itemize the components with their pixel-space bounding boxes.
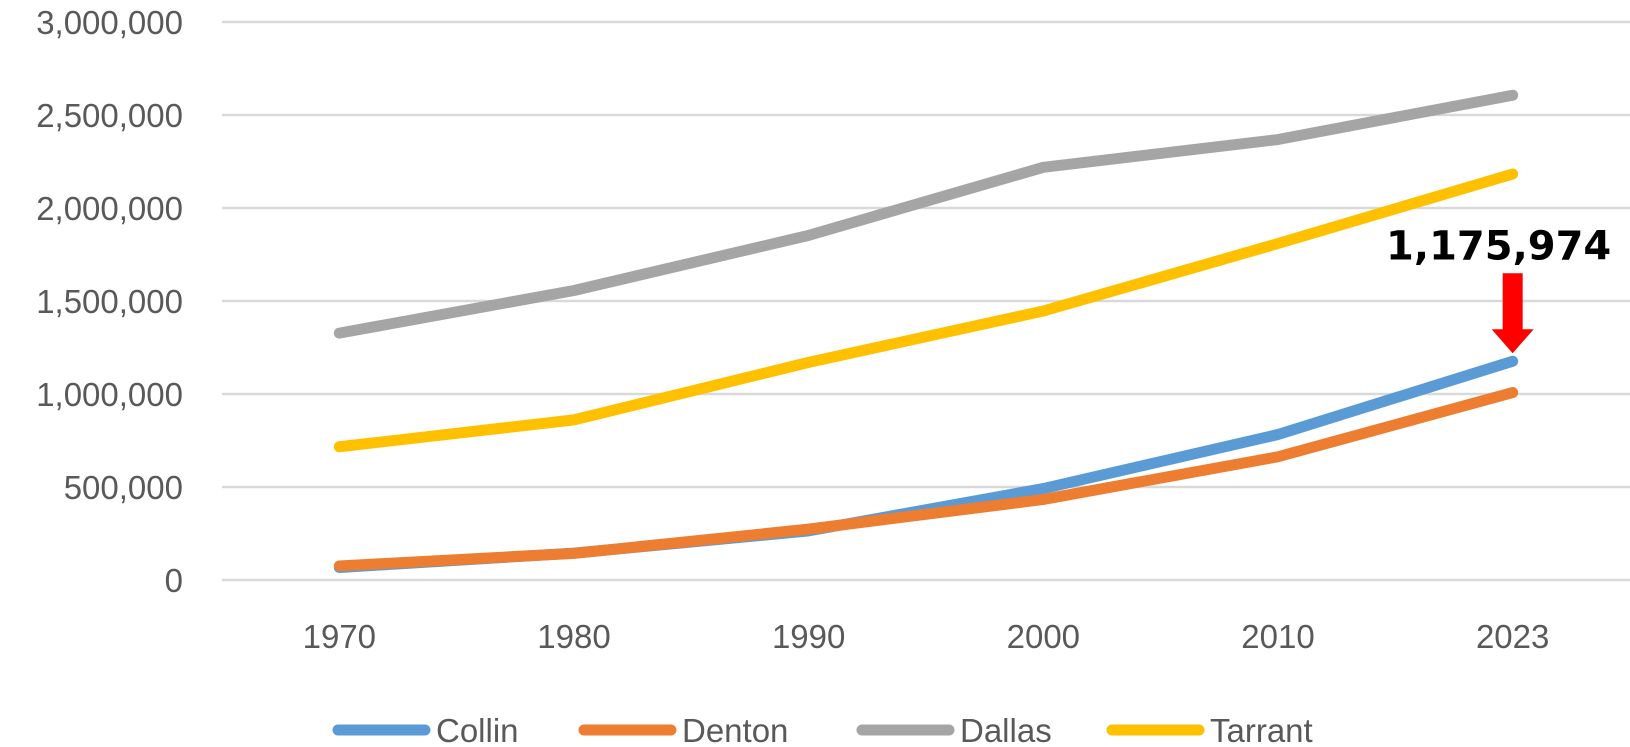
series-line-dallas (333, 89, 1519, 339)
x-tick-label: 2023 (1476, 618, 1549, 655)
series-line-tarrant (333, 168, 1519, 453)
y-tick-label: 3,000,000 (36, 4, 183, 41)
x-tick-label: 2000 (1007, 618, 1080, 655)
series-line-denton (333, 387, 1519, 572)
annotation-arrow (1491, 273, 1534, 354)
legend-label-dallas: Dallas (960, 712, 1052, 747)
gridlines (222, 20, 1630, 582)
series-line-collin (333, 355, 1519, 574)
legend-label-denton: Denton (682, 712, 788, 747)
y-tick-label: 500,000 (64, 469, 183, 506)
x-axis-tick-labels: 1970 1980 1990 2000 2010 2023 (303, 618, 1550, 655)
y-axis-tick-labels: 0 500,000 1,000,000 1,500,000 2,000,000 2,500… (36, 4, 183, 599)
y-tick-label: 2,000,000 (36, 190, 183, 227)
x-tick-label: 1980 (537, 618, 610, 655)
legend-label-tarrant: Tarrant (1210, 712, 1313, 747)
y-tick-label: 1,000,000 (36, 376, 183, 413)
y-tick-label: 0 (165, 562, 183, 599)
x-tick-label: 1970 (303, 618, 376, 655)
y-tick-label: 2,500,000 (36, 97, 183, 134)
annotation: 1,175,974 (1386, 223, 1611, 354)
y-tick-label: 1,500,000 (36, 283, 183, 320)
x-tick-label: 2010 (1241, 618, 1314, 655)
x-tick-label: 1990 (772, 618, 845, 655)
series-lines (333, 89, 1519, 574)
annotation-label: 1,175,974 (1386, 223, 1611, 269)
legend-label-collin: Collin (436, 712, 519, 747)
legend: Collin Denton Dallas Tarrant (332, 712, 1313, 747)
